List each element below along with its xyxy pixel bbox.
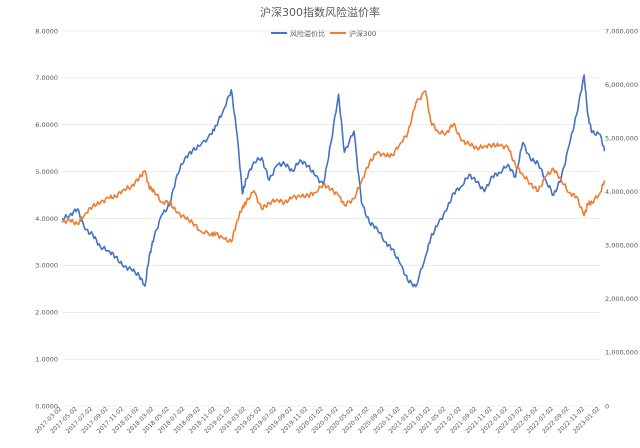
y-left-tick-label: 1.0000 <box>35 355 58 363</box>
legend: 风险溢价比 沪深300 <box>271 29 376 38</box>
y-left-tick-label: 0.0000 <box>35 402 58 410</box>
gridlines <box>62 30 600 407</box>
y-right-tick-label: 4,000,000 <box>605 188 638 196</box>
y-right-tick-label: 7,000,000 <box>605 27 638 35</box>
y-right-tick-label: 6,000,000 <box>605 81 638 89</box>
y-right-tick-label: 3,000,000 <box>605 242 638 250</box>
y-left-tick-label: 4.0000 <box>35 215 58 223</box>
series-line-1 <box>61 90 606 243</box>
y-right-tick-label: 0 <box>605 402 609 410</box>
y-left-tick-label: 6.0000 <box>35 121 58 129</box>
x-axis-ticks: 2017-03-022017-05-022017-07-022017-09-02… <box>34 405 602 435</box>
legend-label-1: 沪深300 <box>349 29 376 38</box>
legend-label-0: 风险溢价比 <box>290 29 325 38</box>
series-line-0 <box>61 74 606 288</box>
y-left-tick-label: 3.0000 <box>35 262 58 270</box>
chart-title: 沪深300指数风险溢价率 <box>260 5 380 19</box>
series-lines <box>61 74 606 288</box>
y-right-tick-label: 5,000,000 <box>605 134 638 142</box>
y-right-tick-label: 1,000,000 <box>605 349 638 357</box>
y-left-tick-label: 7.0000 <box>35 74 58 82</box>
right-axis-ticks: 0 1,000,000 2,000,000 3,000,000 4,000,000 5,0… <box>605 27 638 410</box>
y-left-tick-label: 2.0000 <box>35 309 58 317</box>
y-right-tick-label: 2,000,000 <box>605 295 638 303</box>
y-left-tick-label: 8.0000 <box>35 27 58 35</box>
y-left-tick-label: 5.0000 <box>35 168 58 176</box>
left-axis-ticks: 0.0000 1.0000 2.0000 3.0000 4.0000 5.0000 6.00… <box>35 27 58 410</box>
